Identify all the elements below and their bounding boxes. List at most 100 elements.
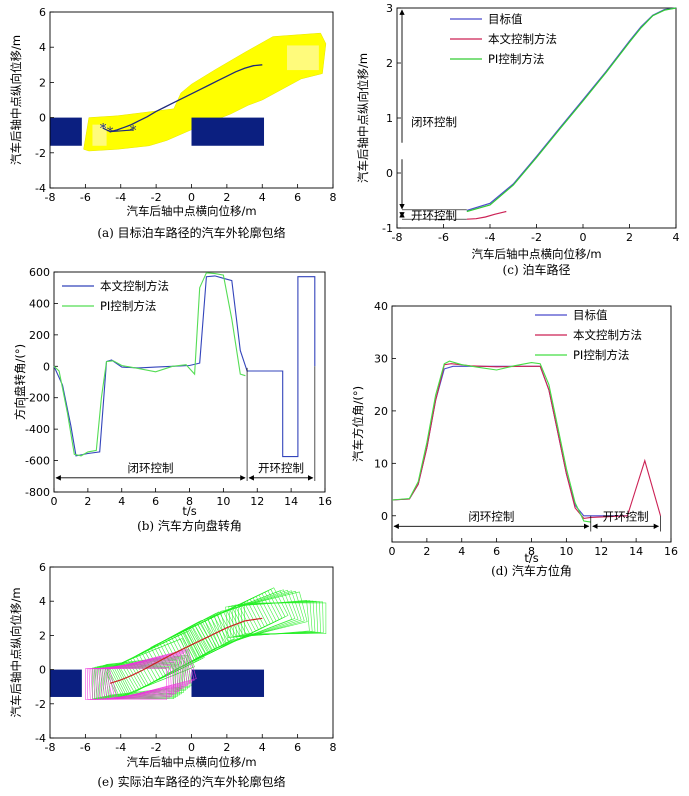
vehicle-outline-green <box>244 602 327 635</box>
chart-e: -8 -6 -4 -2 0 2 4 6 8 -4 -2 0 2 4 6 汽车后轴中点横向位移/m 汽车后轴中点纵… <box>9 561 337 789</box>
vehicle-outline-magenta <box>85 668 167 700</box>
y-tick-label: 30 <box>374 352 388 365</box>
y-tick-label: 400 <box>29 297 50 310</box>
vehicle-outline-green <box>240 601 324 635</box>
plot-frame <box>49 566 334 739</box>
legend-label-2: 本文控制方法 <box>488 32 557 46</box>
x-tick-label: 6 <box>152 495 159 508</box>
chart-caption: (b) 汽车方向盘转角 <box>137 518 242 533</box>
y-tick-label: 20 <box>374 405 388 418</box>
vehicle-outline-green <box>213 590 302 645</box>
chart-c: -8 -6 -4 -2 0 2 4 -1 0 1 2 3 汽车后轴中点横向位移/m 汽车后轴中点纵向位移/… <box>356 2 680 277</box>
legend-label-2: PI控制方法 <box>100 299 156 313</box>
y-axis-label: 汽车方位角/(°) <box>351 386 365 462</box>
legend-label-1: 目标值 <box>488 12 523 26</box>
x-tick-label: 4 <box>118 495 125 508</box>
y-axis-label: 汽车后轴中点纵向位移/m <box>9 35 23 165</box>
vehicle-outline-magenta <box>99 656 186 700</box>
x-axis-label: t/s <box>182 504 196 518</box>
parking-obstacle-2 <box>191 117 265 146</box>
x-tick-label: 4 <box>673 231 680 244</box>
closed-loop-label: 闭环控制 <box>468 509 514 523</box>
vehicle-outline-green <box>92 667 175 700</box>
vehicle-outline-magenta <box>92 662 177 700</box>
actual-path-line <box>109 617 263 684</box>
x-tick-label: 6 <box>294 191 301 204</box>
vehicle-outline-magenta <box>95 659 182 700</box>
x-tick-label: 0 <box>188 741 195 754</box>
y-tick-label: 0 <box>43 360 50 373</box>
x-tick-label: -4 <box>115 741 126 754</box>
y-tick-label: 2 <box>39 629 46 642</box>
x-tick-label: -8 <box>392 231 403 244</box>
plot-area-a: * * * <box>50 32 327 152</box>
path-point-marker: * <box>100 122 107 137</box>
y-tick-label: 0 <box>386 167 393 180</box>
y-tick-label: 4 <box>39 595 46 608</box>
y-tick-label: 6 <box>39 561 46 574</box>
plot-frame <box>53 271 326 493</box>
series-line-1 <box>53 275 316 458</box>
x-tick-label: 2 <box>423 545 430 558</box>
vehicle-outline-green <box>106 638 195 698</box>
y-tick-label: -4 <box>35 732 46 745</box>
x-tick-label: 16 <box>664 545 678 558</box>
y-tick-label: -2 <box>35 147 46 160</box>
chart-caption: (e) 实际泊车路径的汽车外轮廓包络 <box>97 774 285 789</box>
y-tick-label: -800 <box>25 486 50 499</box>
vehicle-outline-magenta <box>107 650 195 700</box>
open-loop-label: 开环控制 <box>603 509 649 523</box>
series-line-2 <box>53 272 246 457</box>
x-tick-label: 4 <box>259 741 266 754</box>
x-tick-label: 10 <box>559 545 573 558</box>
vehicle-outline-magenta <box>101 654 189 700</box>
chart-a: * * *-8 -6 -4 -2 0 2 4 6 8-4-20246汽车后轴中点横向位移/m汽车后轴… <box>9 6 337 240</box>
x-tick-label: 2 <box>223 741 230 754</box>
path-point-marker: * <box>130 124 137 139</box>
chart-caption: (a) 目标泊车路径的汽车外轮廓包络 <box>97 225 285 240</box>
series-line-3 <box>391 360 591 523</box>
x-tick-label: -2 <box>151 191 162 204</box>
x-tick-label: -8 <box>45 191 56 204</box>
envelope-highlight <box>287 45 319 71</box>
plot-area-e <box>50 587 327 700</box>
plot-frame <box>391 305 672 543</box>
y-tick-label: 3 <box>386 2 393 15</box>
vehicle-outline-magenta <box>90 663 175 700</box>
x-tick-label: 12 <box>594 545 608 558</box>
x-tick-label: 8 <box>330 191 337 204</box>
y-tick-label: 10 <box>374 457 388 470</box>
chart-caption: (d) 汽车方位角 <box>491 563 572 578</box>
y-axis-label: 汽车后轴中点纵向位移/m <box>9 587 23 717</box>
x-tick-label: 16 <box>318 495 332 508</box>
x-tick-label: 8 <box>186 495 193 508</box>
envelope-highlight <box>92 124 107 146</box>
legend-label-2: 本文控制方法 <box>573 328 642 342</box>
closed-loop-label: 闭环控制 <box>411 115 457 129</box>
x-tick-label: -6 <box>80 191 91 204</box>
x-tick-label: -8 <box>45 741 56 754</box>
chart-caption: (c) 泊车路径 <box>503 262 571 277</box>
x-tick-label: -4 <box>115 191 126 204</box>
vehicle-outline-green <box>95 665 179 699</box>
y-tick-label: 6 <box>39 6 46 19</box>
target-path-line <box>109 64 263 133</box>
y-tick-label: 0 <box>39 112 46 125</box>
x-tick-label: -6 <box>438 231 449 244</box>
x-tick-label: 2 <box>84 495 91 508</box>
y-tick-label: -200 <box>25 392 50 405</box>
vehicle-outline-green <box>210 589 299 647</box>
vehicle-outline-green <box>220 591 308 642</box>
x-tick-label: -6 <box>80 741 91 754</box>
x-tick-label: -4 <box>485 231 496 244</box>
y-tick-label: 4 <box>39 41 46 54</box>
marker-link-line <box>102 127 134 133</box>
chart-d: 0 2 4 6 8 10 12 14 16 0 10 20 30 40 t/s 汽车方位角/(°) (d) 汽车… <box>351 300 678 578</box>
y-tick-label: 600 <box>29 266 50 279</box>
y-tick-label: 40 <box>374 300 388 313</box>
y-tick-label: -400 <box>25 423 50 436</box>
vehicle-outline-magenta <box>105 651 193 700</box>
x-tick-label: 14 <box>284 495 298 508</box>
vehicle-outline-magenta <box>103 653 191 700</box>
